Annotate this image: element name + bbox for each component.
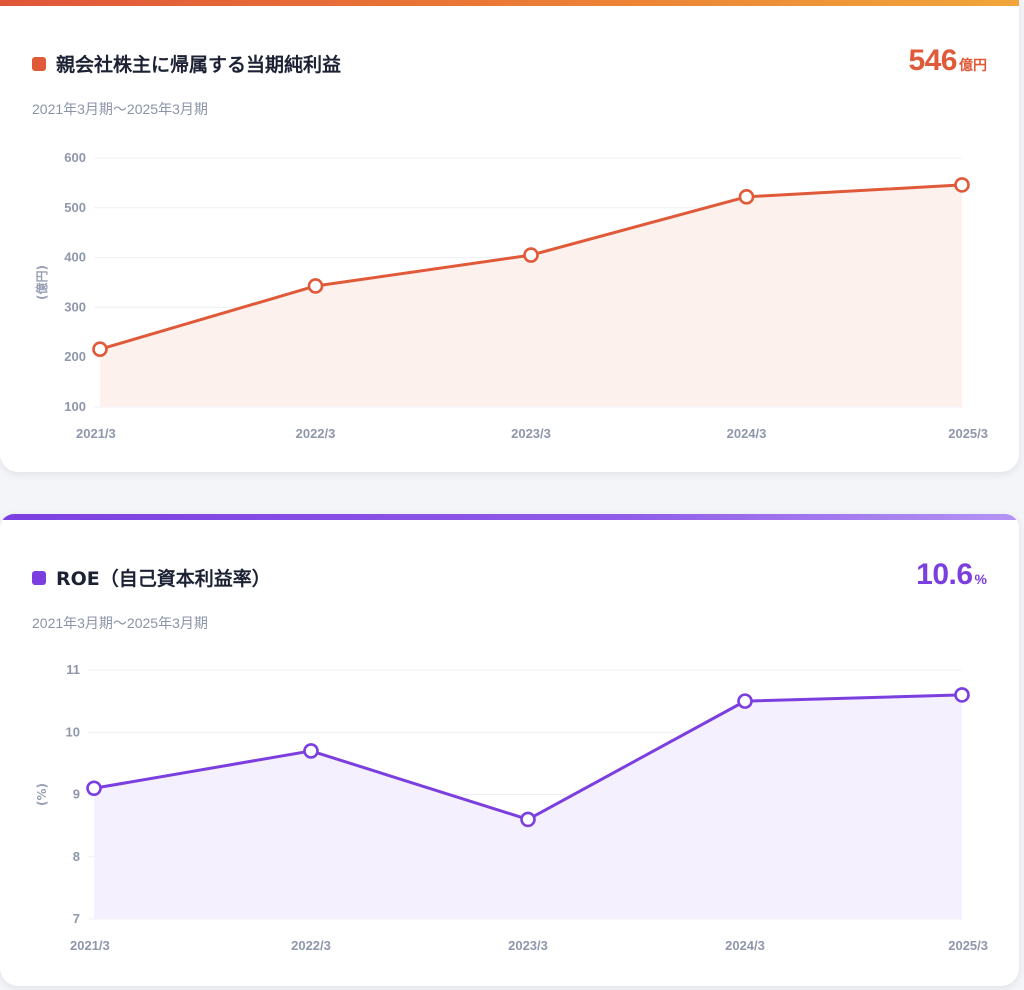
card-title: ROE（自己資本利益率） xyxy=(56,568,271,590)
x-tick-label: 2023/3 xyxy=(508,938,548,953)
roe-card: ROE（自己資本利益率） 2021年3月期〜2025年3月期 10.6% 7 8 9… xyxy=(0,514,1019,986)
data-point xyxy=(303,743,319,759)
data-point xyxy=(92,341,108,358)
x-tick-label: 2024/3 xyxy=(725,938,765,953)
x-tick-label: 2024/3 xyxy=(727,426,767,441)
kpi-unit: % xyxy=(974,571,987,587)
data-point xyxy=(738,189,755,205)
net-income-card: 親会社株主に帰属する当期純利益 2021年3月期〜2025年3月期 546 億円 … xyxy=(0,0,1019,472)
card-accent-bar xyxy=(0,0,1019,6)
data-point xyxy=(86,780,102,797)
y-axis-label: (%) xyxy=(35,783,49,806)
y-tick-label: 10 xyxy=(66,724,80,739)
x-tick-label: 2025/3 xyxy=(948,426,988,441)
y-tick-label: 100 xyxy=(64,399,86,414)
y-tick-label: 300 xyxy=(64,299,86,314)
x-tick-label: 2023/3 xyxy=(511,426,551,441)
period-label: 2021年3月期〜2025年3月期 xyxy=(32,101,208,117)
data-point xyxy=(520,811,536,828)
net-income-chart: 100 200 300 400 500 600 (億円) 2021/3 2022/3 2023/3… xyxy=(34,150,988,441)
data-point xyxy=(523,247,539,263)
data-point xyxy=(954,687,970,703)
card-title: 親会社株主に帰属する当期純利益 xyxy=(56,54,342,76)
y-tick-label: 500 xyxy=(64,200,86,215)
x-tick-label: 2022/3 xyxy=(291,938,331,953)
kpi-value: 10.6 xyxy=(916,558,973,591)
x-tick-label: 2021/3 xyxy=(70,938,110,953)
y-axis-label: (億円) xyxy=(34,265,49,300)
x-tick-label: 2022/3 xyxy=(296,426,336,441)
y-tick-label: 600 xyxy=(64,150,86,165)
series-color-marker xyxy=(32,571,46,585)
kpi-unit: 億円 xyxy=(959,57,987,73)
period-label: 2021年3月期〜2025年3月期 xyxy=(32,615,208,631)
y-tick-label: 7 xyxy=(73,911,80,926)
data-point xyxy=(737,693,753,709)
y-tick-label: 9 xyxy=(73,787,80,802)
y-tick-label: 400 xyxy=(64,250,86,265)
y-tick-label: 200 xyxy=(64,349,86,364)
kpi-display: 546 億円 xyxy=(908,44,987,78)
card-accent-bar xyxy=(0,514,1019,520)
kpi-display: 10.6% xyxy=(916,558,987,592)
series-area xyxy=(100,184,962,407)
x-tick-label: 2025/3 xyxy=(948,938,988,953)
data-point xyxy=(954,177,970,193)
roe-chart: 7 8 9 10 11 (%) 2021/3 2022/3 2023/3 2024/3 2025/3 xyxy=(35,662,988,953)
x-tick-label: 2021/3 xyxy=(76,426,116,441)
series-color-marker xyxy=(32,57,46,71)
series-area xyxy=(94,694,962,919)
data-point xyxy=(307,278,324,294)
kpi-value: 546 xyxy=(908,44,957,77)
y-tick-label: 8 xyxy=(73,849,80,864)
y-tick-label: 11 xyxy=(66,662,80,677)
